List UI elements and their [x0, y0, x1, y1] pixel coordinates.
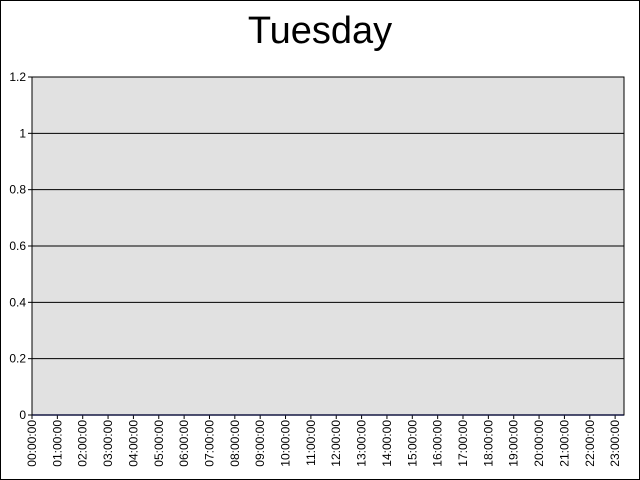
- x-tick-label: 17:00:00: [456, 420, 470, 467]
- y-tick-label: 0.8: [9, 183, 26, 197]
- x-tick-label: 20:00:00: [532, 420, 546, 467]
- x-tick-label: 10:00:00: [279, 420, 293, 467]
- x-tick-label: 08:00:00: [228, 420, 242, 467]
- y-tick-label: 0.6: [9, 239, 26, 253]
- y-tick-label: 1: [19, 126, 26, 140]
- x-tick-label: 04:00:00: [126, 420, 140, 467]
- x-axis-ticks: 00:00:00 01:00:00 02:00:00 03:00:00 04:00:00…: [25, 415, 622, 467]
- plot-border: [31, 76, 625, 416]
- x-tick-label: 16:00:00: [431, 420, 445, 467]
- y-tick-label: 0.4: [9, 295, 26, 309]
- x-tick-label: 02:00:00: [76, 420, 90, 467]
- y-axis-ticks: 0 0.2 0.4 0.6 0.8 1 1.2: [9, 70, 32, 422]
- y-tick-label: 0: [19, 408, 26, 422]
- x-tick-label: 11:00:00: [304, 420, 318, 466]
- x-tick-label: 15:00:00: [405, 420, 419, 467]
- x-tick-label: 18:00:00: [481, 420, 495, 467]
- x-tick-label: 06:00:00: [177, 420, 191, 467]
- x-tick-label: 07:00:00: [202, 420, 216, 467]
- x-tick-label: 01:00:00: [50, 420, 64, 467]
- x-tick-label: 14:00:00: [380, 420, 394, 467]
- x-tick-label: 19:00:00: [507, 420, 521, 467]
- x-tick-label: 09:00:00: [253, 420, 267, 467]
- x-tick-label: 22:00:00: [583, 420, 597, 467]
- x-tick-label: 05:00:00: [152, 420, 166, 467]
- y-tick-label: 0.2: [9, 352, 26, 366]
- x-tick-label: 12:00:00: [329, 420, 343, 467]
- x-tick-label: 13:00:00: [355, 420, 369, 467]
- x-tick-label: 23:00:00: [608, 420, 622, 467]
- x-tick-label: 00:00:00: [25, 420, 39, 467]
- x-tick-label: 03:00:00: [101, 420, 115, 467]
- y-tick-label: 1.2: [9, 70, 26, 84]
- x-tick-label: 21:00:00: [557, 420, 571, 467]
- chart-title: Tuesday: [247, 10, 393, 52]
